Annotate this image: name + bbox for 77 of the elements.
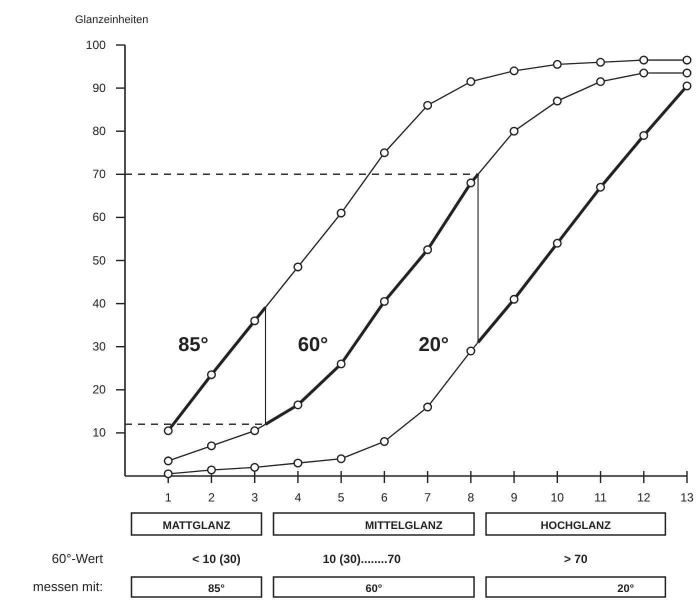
series-label: 60° bbox=[298, 334, 328, 356]
point bbox=[250, 462, 260, 472]
x-tick-label: 11 bbox=[594, 490, 608, 505]
y-tick-label: 50 bbox=[92, 253, 106, 268]
point bbox=[206, 370, 216, 380]
text: MITTELGLANZ bbox=[364, 520, 443, 532]
point bbox=[164, 426, 173, 436]
point bbox=[639, 68, 648, 78]
point bbox=[596, 182, 606, 192]
text: 10 (30)........70 bbox=[322, 552, 402, 566]
y-tick-label: 70 bbox=[92, 167, 106, 182]
point bbox=[164, 456, 173, 466]
point bbox=[466, 346, 476, 356]
point bbox=[206, 441, 216, 450]
y-tick-label: 100 bbox=[86, 38, 106, 52]
y-tick-label: 60 bbox=[92, 210, 106, 224]
point bbox=[552, 60, 562, 69]
point bbox=[510, 66, 519, 76]
point bbox=[423, 100, 432, 110]
point bbox=[380, 296, 389, 306]
point bbox=[293, 262, 302, 272]
text: < 10 (30) bbox=[192, 552, 241, 566]
point bbox=[380, 148, 389, 158]
text: 85° bbox=[208, 583, 225, 595]
text: messen mit: bbox=[32, 579, 103, 594]
y-tick-label: 30 bbox=[92, 340, 106, 354]
point bbox=[250, 426, 260, 436]
text: 20° bbox=[617, 583, 634, 595]
x-tick-label: 4 bbox=[294, 490, 302, 505]
point bbox=[682, 68, 692, 78]
point bbox=[164, 469, 173, 478]
point bbox=[510, 126, 519, 136]
x-tick-label: 10 bbox=[550, 490, 564, 505]
text: > 70 bbox=[564, 552, 588, 566]
text: MATTGLANZ bbox=[162, 520, 231, 532]
point bbox=[639, 131, 648, 140]
x-tick-label: 7 bbox=[424, 490, 432, 505]
text: HOCHGLANZ bbox=[540, 520, 612, 532]
point bbox=[423, 245, 432, 254]
point bbox=[336, 359, 346, 368]
point bbox=[639, 56, 648, 65]
point bbox=[250, 316, 260, 326]
x-tick-label: 9 bbox=[510, 490, 518, 505]
y-tick-label: 20 bbox=[92, 382, 106, 397]
x-tick-label: 12 bbox=[637, 490, 651, 505]
point bbox=[293, 458, 302, 468]
point bbox=[336, 454, 346, 464]
y-axis-title: Glanzeinheiten bbox=[75, 14, 148, 26]
point bbox=[380, 437, 389, 446]
y-tick-label: 10 bbox=[92, 426, 106, 440]
text: 60° bbox=[365, 583, 382, 595]
x-tick-label: 8 bbox=[468, 490, 474, 505]
series-label: 20° bbox=[418, 334, 449, 356]
point bbox=[552, 238, 562, 248]
point bbox=[423, 402, 432, 412]
y-tick-label: 80 bbox=[92, 124, 106, 138]
x-tick-label: 5 bbox=[338, 490, 345, 505]
point bbox=[336, 208, 346, 218]
point bbox=[510, 294, 519, 304]
x-tick-label: 13 bbox=[680, 490, 694, 505]
x-tick-label: 3 bbox=[251, 490, 258, 505]
text: 60°-Wert bbox=[52, 551, 104, 566]
point bbox=[293, 400, 302, 410]
y-tick-label: 40 bbox=[92, 296, 106, 310]
point bbox=[682, 56, 692, 65]
point bbox=[596, 58, 606, 67]
y-tick-label: 90 bbox=[92, 80, 106, 95]
point bbox=[552, 96, 562, 106]
point bbox=[466, 178, 476, 188]
point bbox=[466, 77, 476, 86]
point bbox=[682, 81, 692, 90]
point bbox=[206, 465, 216, 474]
series-label: 85° bbox=[178, 334, 208, 356]
x-tick-label: 1 bbox=[164, 490, 172, 505]
x-tick-label: 6 bbox=[381, 490, 388, 505]
point bbox=[596, 77, 606, 86]
x-tick-label: 2 bbox=[208, 490, 216, 505]
